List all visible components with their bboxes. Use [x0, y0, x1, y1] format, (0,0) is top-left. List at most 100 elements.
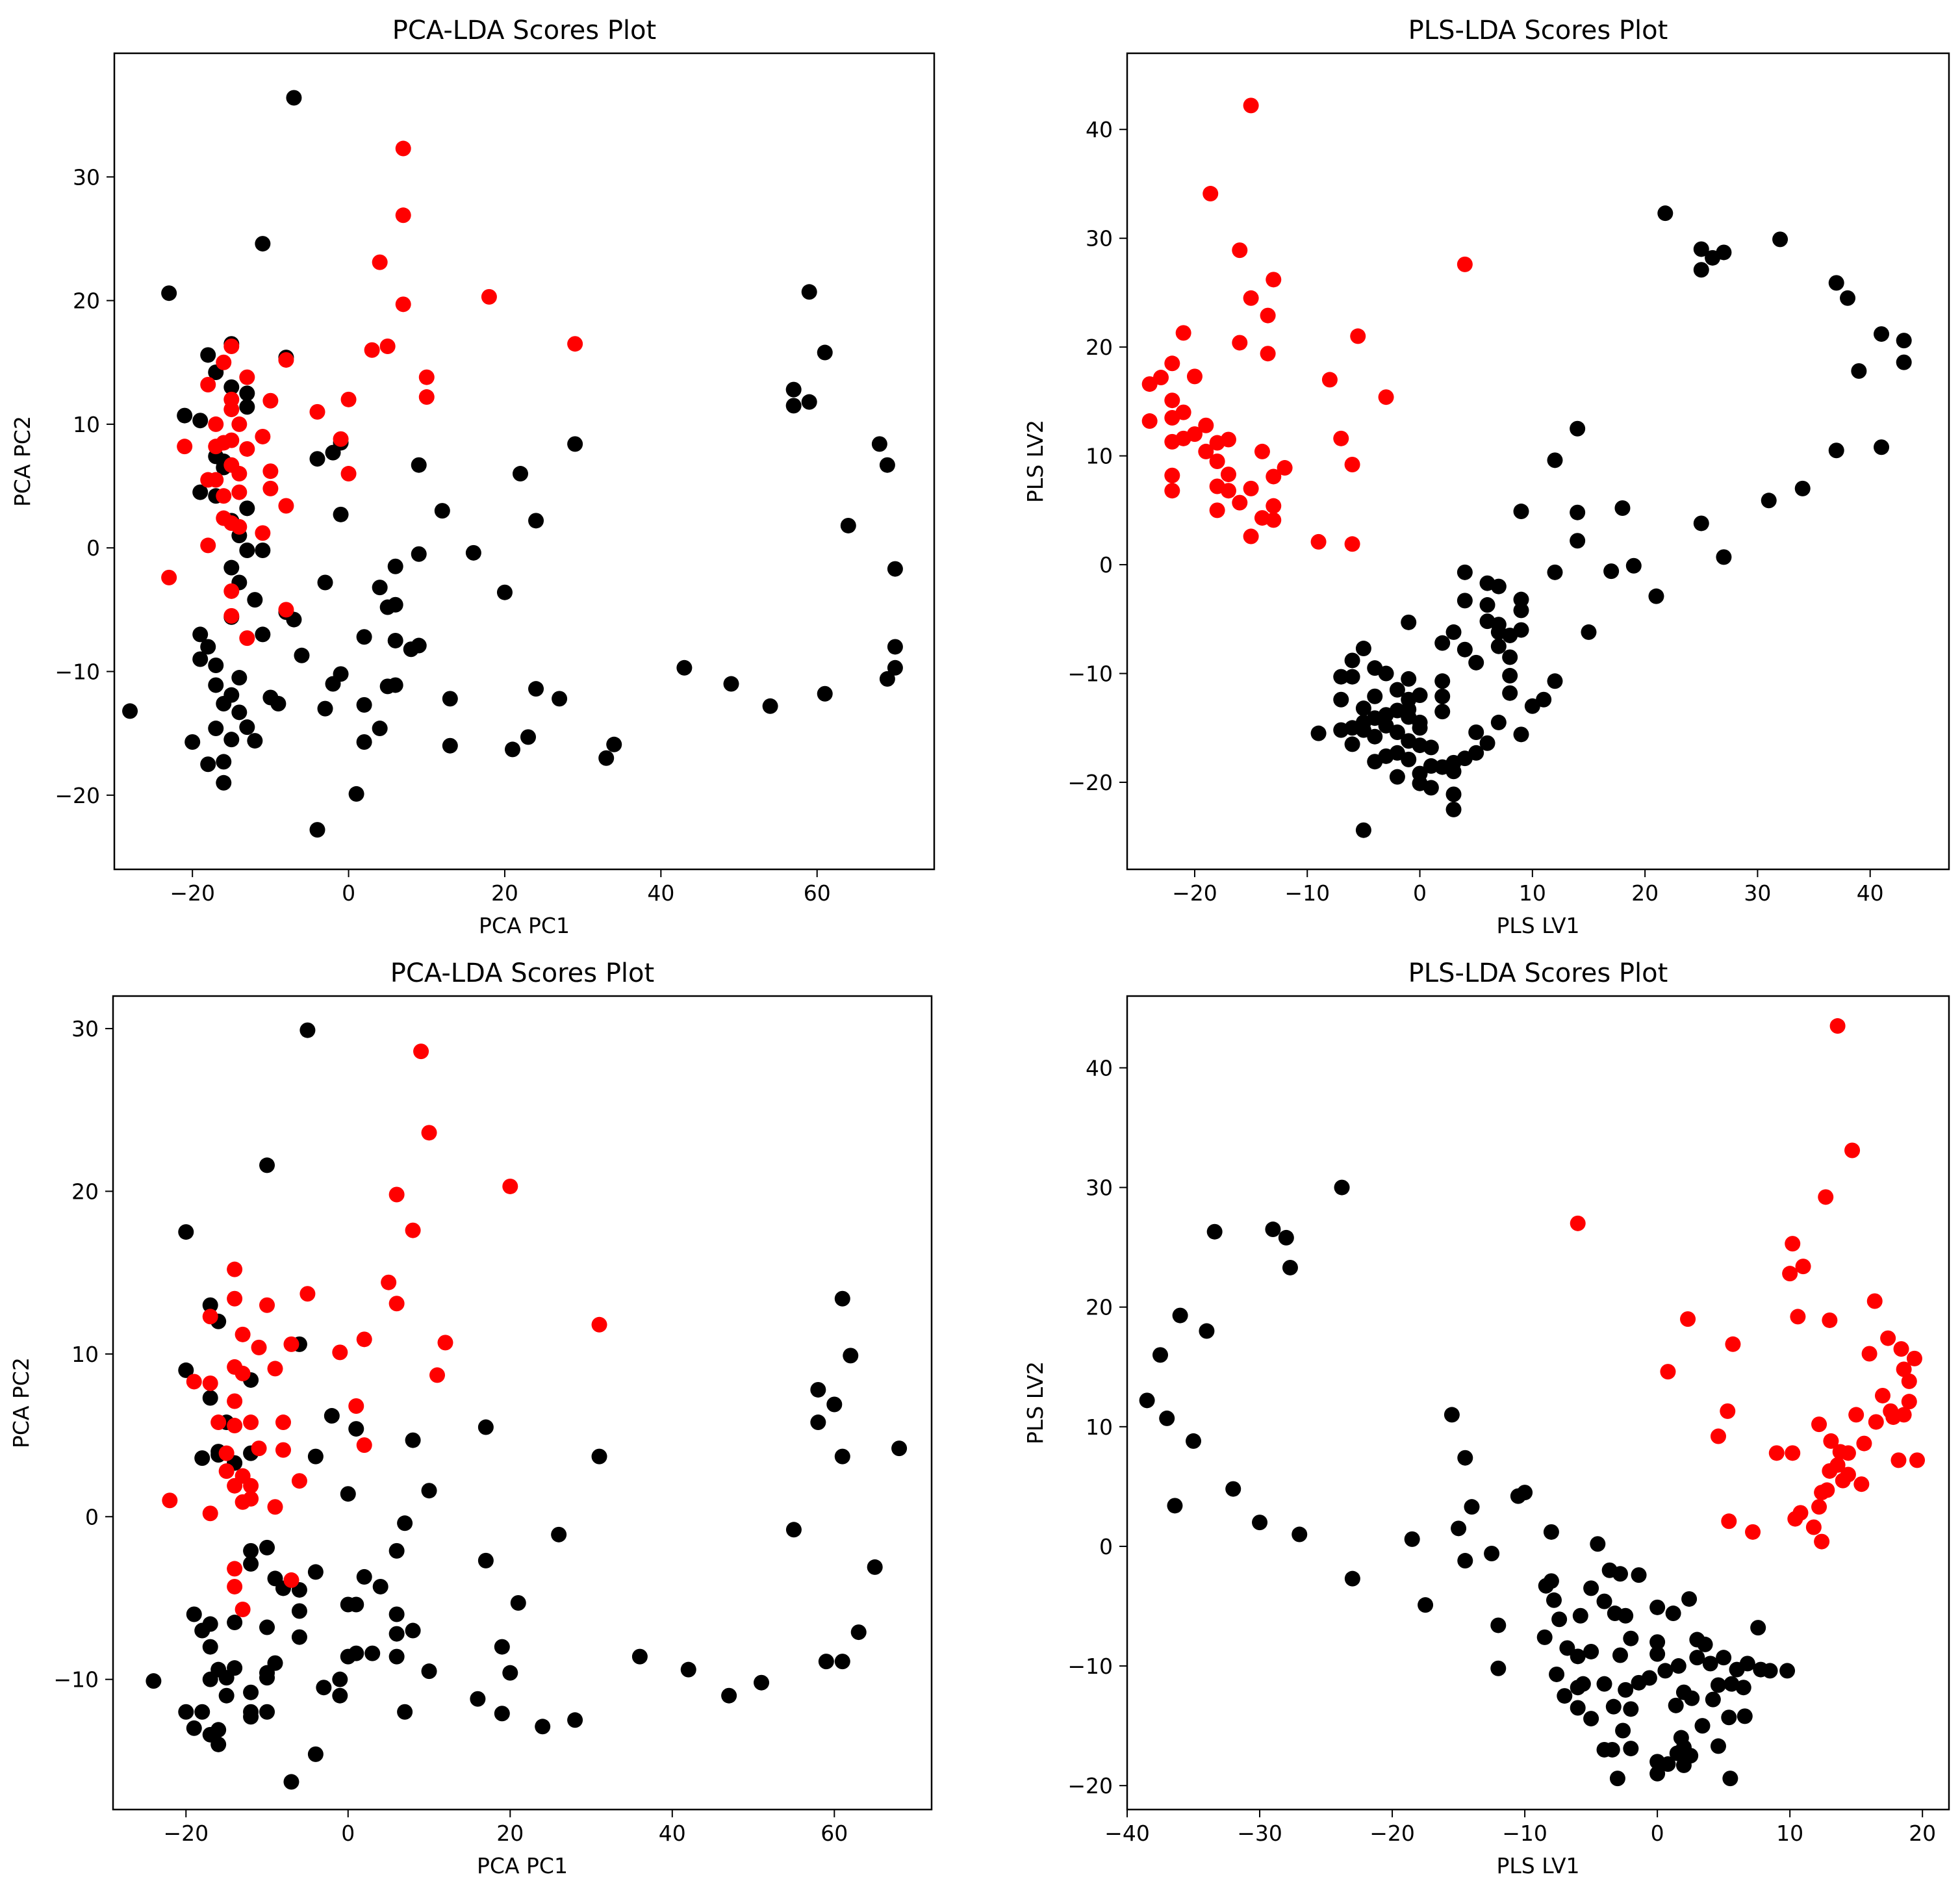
- data-point-class-b: [567, 336, 583, 352]
- data-point-class-a: [332, 1687, 348, 1704]
- y-tick-label: 20: [1086, 1295, 1113, 1320]
- data-point-class-b: [208, 416, 224, 432]
- data-point-class-b: [1660, 1364, 1676, 1380]
- data-point-class-a: [1614, 500, 1631, 517]
- data-point-class-b: [216, 488, 232, 504]
- data-point-class-a: [1457, 593, 1473, 609]
- x-tick-label: −10: [1284, 880, 1330, 906]
- data-point-class-b: [243, 1414, 259, 1431]
- data-point-class-a: [1648, 588, 1664, 604]
- data-point-class-b: [1814, 1533, 1830, 1550]
- data-point-class-b: [162, 1492, 178, 1509]
- data-point-class-a: [388, 1606, 405, 1622]
- data-point-class-a: [1479, 613, 1495, 630]
- data-point-class-a: [1536, 1629, 1553, 1645]
- data-point-class-a: [356, 697, 372, 713]
- data-point-class-b: [1835, 1472, 1851, 1489]
- data-point-class-a: [1457, 1553, 1473, 1569]
- data-point-class-b: [161, 569, 177, 585]
- x-tick-label: 20: [491, 880, 518, 906]
- data-point-class-b: [1782, 1266, 1798, 1282]
- data-point-class-a: [1772, 231, 1788, 248]
- data-point-class-b: [278, 498, 294, 514]
- data-point-class-a: [348, 786, 364, 802]
- data-point-class-a: [494, 1639, 510, 1655]
- data-point-class-a: [1702, 1656, 1718, 1672]
- data-point-class-a: [388, 1626, 405, 1642]
- data-point-class-a: [1615, 1722, 1631, 1739]
- data-point-class-a: [216, 754, 232, 770]
- data-point-class-a: [218, 1687, 235, 1704]
- data-point-class-a: [1282, 1259, 1298, 1275]
- y-tick-label: 20: [71, 1179, 99, 1204]
- data-point-class-b: [421, 1125, 437, 1141]
- data-point-class-a: [1367, 728, 1383, 745]
- data-point-class-a: [442, 691, 458, 707]
- data-point-class-b: [1277, 460, 1293, 476]
- data-point-class-a: [1464, 1499, 1480, 1515]
- data-point-class-a: [1590, 1536, 1606, 1552]
- data-point-class-b: [1680, 1311, 1696, 1327]
- data-point-class-b: [283, 1336, 299, 1352]
- y-tick-label: 10: [1086, 1414, 1113, 1440]
- data-point-class-a: [1333, 691, 1349, 708]
- data-point-class-b: [200, 377, 216, 393]
- data-point-class-a: [286, 90, 302, 106]
- data-point-class-a: [1716, 244, 1732, 261]
- data-point-class-b: [227, 1418, 243, 1434]
- data-point-class-a: [1551, 1611, 1568, 1628]
- data-point-class-a: [1344, 669, 1360, 685]
- data-point-class-a: [1570, 1648, 1586, 1665]
- data-point-class-a: [1468, 654, 1484, 671]
- data-point-class-a: [1716, 1650, 1732, 1666]
- data-point-class-a: [1681, 1591, 1698, 1607]
- data-point-class-a: [1292, 1526, 1308, 1542]
- data-point-class-a: [1139, 1392, 1155, 1409]
- data-point-class-b: [1220, 467, 1236, 483]
- data-point-class-b: [1768, 1445, 1785, 1461]
- data-point-class-a: [372, 580, 388, 596]
- data-point-class-a: [1401, 701, 1417, 717]
- data-point-class-b: [1710, 1428, 1726, 1444]
- data-point-class-a: [202, 1390, 218, 1406]
- data-point-class-a: [1378, 717, 1394, 734]
- data-point-class-a: [826, 1396, 843, 1413]
- data-point-class-a: [1693, 262, 1709, 278]
- data-point-class-a: [1502, 685, 1518, 701]
- data-point-class-a: [1705, 1691, 1721, 1708]
- x-tick-label: −20: [170, 880, 215, 906]
- data-point-class-a: [202, 1639, 218, 1655]
- data-point-class-a: [372, 721, 388, 737]
- data-point-class-a: [1479, 735, 1495, 751]
- data-point-class-a: [1660, 1756, 1676, 1772]
- data-point-class-a: [405, 1622, 421, 1639]
- data-point-class-b: [381, 1274, 397, 1290]
- data-point-class-a: [1828, 442, 1844, 459]
- y-tick-label: 40: [1086, 1055, 1113, 1081]
- data-point-class-a: [259, 1619, 275, 1635]
- data-point-class-a: [200, 756, 216, 773]
- data-point-class-a: [1694, 1718, 1711, 1734]
- data-point-class-a: [1502, 649, 1518, 665]
- data-point-class-b: [216, 354, 232, 370]
- data-point-class-a: [405, 1432, 421, 1448]
- x-axis-label: PCA PC1: [479, 913, 570, 938]
- data-point-class-b: [372, 254, 388, 270]
- data-point-class-b: [1232, 494, 1248, 511]
- data-point-class-b: [218, 1445, 235, 1461]
- y-tick-label: −10: [55, 659, 100, 685]
- data-point-class-a: [397, 1704, 413, 1720]
- data-point-class-a: [1547, 452, 1563, 468]
- data-point-class-a: [1762, 1663, 1778, 1679]
- y-tick-label: 30: [1086, 226, 1113, 251]
- data-point-class-a: [178, 1362, 194, 1378]
- data-point-class-b: [200, 537, 216, 554]
- data-point-class-b: [1266, 498, 1282, 514]
- data-point-class-a: [1583, 1643, 1599, 1659]
- y-tick-label: 0: [86, 535, 100, 561]
- data-point-class-a: [186, 1606, 202, 1622]
- data-point-class-a: [1697, 1636, 1713, 1652]
- data-point-class-b: [1243, 480, 1259, 496]
- data-point-class-a: [178, 1224, 194, 1240]
